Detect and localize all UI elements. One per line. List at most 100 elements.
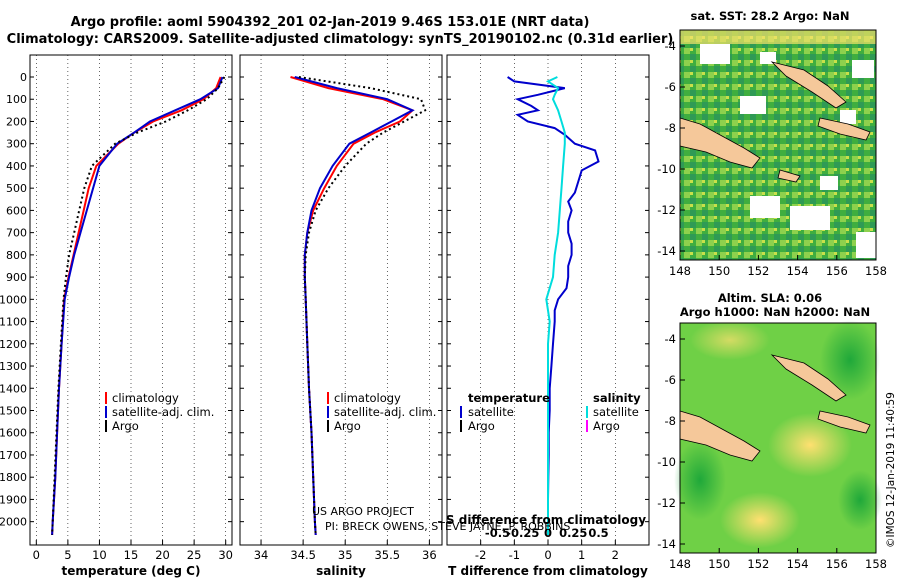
depth-tick-label: 700: [6, 227, 27, 240]
legend-salinity-title: salinity: [593, 391, 641, 405]
legend-argo: Argo: [334, 419, 361, 433]
map-x-tick-label: 154: [787, 264, 809, 278]
depth-tick-label: 1500: [0, 404, 27, 417]
map-x-tick-label: 158: [865, 264, 887, 278]
series-line-temperature-satellite: [507, 76, 600, 535]
sla-map-title2: Argo h1000: NaN h2000: NaN: [680, 305, 870, 319]
top-tick-label: -0.5: [485, 526, 510, 540]
depth-tick-label: 1600: [0, 427, 27, 440]
sla-low: [674, 440, 726, 520]
sst-cloud-gap: [790, 206, 830, 230]
map-x-tick-label: 154: [787, 557, 809, 571]
map-x-tick-label: 150: [708, 264, 730, 278]
sst-map: [679, 29, 877, 261]
sst-map-title: sat. SST: 28.2 Argo: NaN: [690, 9, 849, 23]
x-tick-label: -2: [475, 548, 486, 562]
depth-tick-label: 300: [6, 138, 27, 151]
series-line-satellite-adj-clim-: [294, 76, 415, 536]
x-tick-label: 0: [33, 548, 40, 562]
depth-tick-label: 900: [6, 271, 27, 284]
sst-map-axes: 148 150 152 154 156 158 -4 -6 -8 -10 -12 -14: [657, 39, 887, 278]
map-y-tick-label: -14: [657, 244, 676, 258]
depth-tick-label: 1300: [0, 360, 27, 373]
sst-cloud-gap: [750, 196, 780, 218]
sla-high: [690, 320, 770, 360]
legend-climatology: climatology: [334, 391, 401, 405]
series-line-climatology: [290, 76, 415, 536]
x-tick-label: 25: [187, 548, 202, 562]
depth-tick-label: 800: [6, 249, 27, 262]
legend-t-argo: Argo: [468, 419, 495, 433]
map-y-tick-label: -4: [665, 39, 676, 53]
map-y-tick-label: -14: [657, 537, 676, 551]
depth-tick-label: 400: [6, 160, 27, 173]
temperature-legend: climatology satellite-adj. clim. Argo: [105, 391, 214, 433]
sla-low: [838, 470, 882, 530]
depth-tick-label: 1100: [0, 316, 27, 329]
sla-low: [820, 320, 880, 400]
depth-tick-label: 0: [20, 71, 27, 84]
depth-tick-label: 1800: [0, 471, 27, 484]
x-tick-label: 30: [218, 548, 233, 562]
depth-tick-label: 500: [6, 182, 27, 195]
series-line-climatology: [51, 76, 222, 536]
temperature-panel: 0 5 10 15 20 25 30: [30, 55, 233, 562]
salinity-xlabel: salinity: [316, 564, 366, 578]
map-x-tick-label: 158: [865, 557, 887, 571]
map-x-tick-label: 152: [747, 557, 769, 571]
pi-credit: PI: BRECK OWENS, STEVE JAYNE, P. ROBBINS: [325, 520, 570, 533]
legend-satellite: satellite-adj. clim.: [334, 405, 436, 419]
difference-legend: temperature salinity satellite Argo sate…: [460, 391, 641, 433]
depth-tick-label: 600: [6, 204, 27, 217]
sst-cloud-gap: [856, 232, 876, 258]
map-y-tick-label: -8: [665, 121, 676, 135]
map-x-tick-label: 152: [747, 264, 769, 278]
sla-high: [768, 413, 852, 477]
sst-cloud-gap: [840, 110, 856, 124]
x-tick-label: 15: [124, 548, 139, 562]
top-tick-label: -0.25: [506, 526, 539, 540]
x-tick-label: 34.5: [290, 548, 316, 562]
sst-land-bougainville: [770, 61, 847, 109]
series-line-salinity-satellite: [545, 76, 566, 535]
x-tick-label: 2: [612, 548, 619, 562]
map-x-tick-label: 156: [826, 264, 848, 278]
x-tick-label: 35.5: [374, 548, 400, 562]
x-tick-label: 1: [578, 548, 585, 562]
sst-cloud-gap: [700, 44, 730, 64]
depth-tick-label: 1400: [0, 382, 27, 395]
sla-land-bougainville: [770, 354, 847, 402]
depth-tick-label: 2000: [0, 516, 27, 529]
sst-map-frame: [679, 29, 877, 261]
map-y-tick-label: -8: [665, 414, 676, 428]
x-tick-label: 0: [544, 548, 551, 562]
x-tick-label: 35: [338, 548, 353, 562]
sst-cloud-gap: [760, 52, 776, 64]
legend-argo: Argo: [112, 419, 139, 433]
legend-t-satellite: satellite: [468, 405, 514, 419]
depth-tick-label: 200: [6, 115, 27, 128]
legend-climatology: climatology: [112, 391, 179, 405]
header-line1: Argo profile: aoml 5904392_201 02-Jan-20…: [71, 15, 590, 30]
x-tick-label: 20: [155, 548, 170, 562]
sst-land-islets: [777, 169, 801, 183]
sla-map-title1: Altim. SLA: 0.06: [718, 291, 822, 305]
sla-land-solomon: [817, 410, 871, 434]
project-credit: US ARGO PROJECT: [312, 505, 414, 518]
depth-tick-label: 1000: [0, 293, 27, 306]
header-line2: Climatology: CARS2009. Satellite-adjuste…: [7, 32, 674, 47]
sst-cloud-gap: [740, 96, 766, 114]
map-x-tick-label: 156: [826, 557, 848, 571]
map-y-tick-label: -6: [665, 80, 676, 94]
map-x-tick-label: 148: [669, 557, 691, 571]
imos-credit: ©IMOS 12-Jan-2019 11:40:59: [885, 392, 897, 548]
map-x-tick-label: 148: [669, 264, 691, 278]
top-tick-label: 0.25: [559, 526, 587, 540]
series-line-argo: [298, 76, 427, 536]
sst-land-solomon: [817, 117, 871, 141]
series-line-satellite-adj-clim-: [51, 76, 224, 536]
x-tick-label: -1: [509, 548, 520, 562]
depth-tick-label: 1200: [0, 338, 27, 351]
map-y-tick-label: -10: [657, 455, 676, 469]
